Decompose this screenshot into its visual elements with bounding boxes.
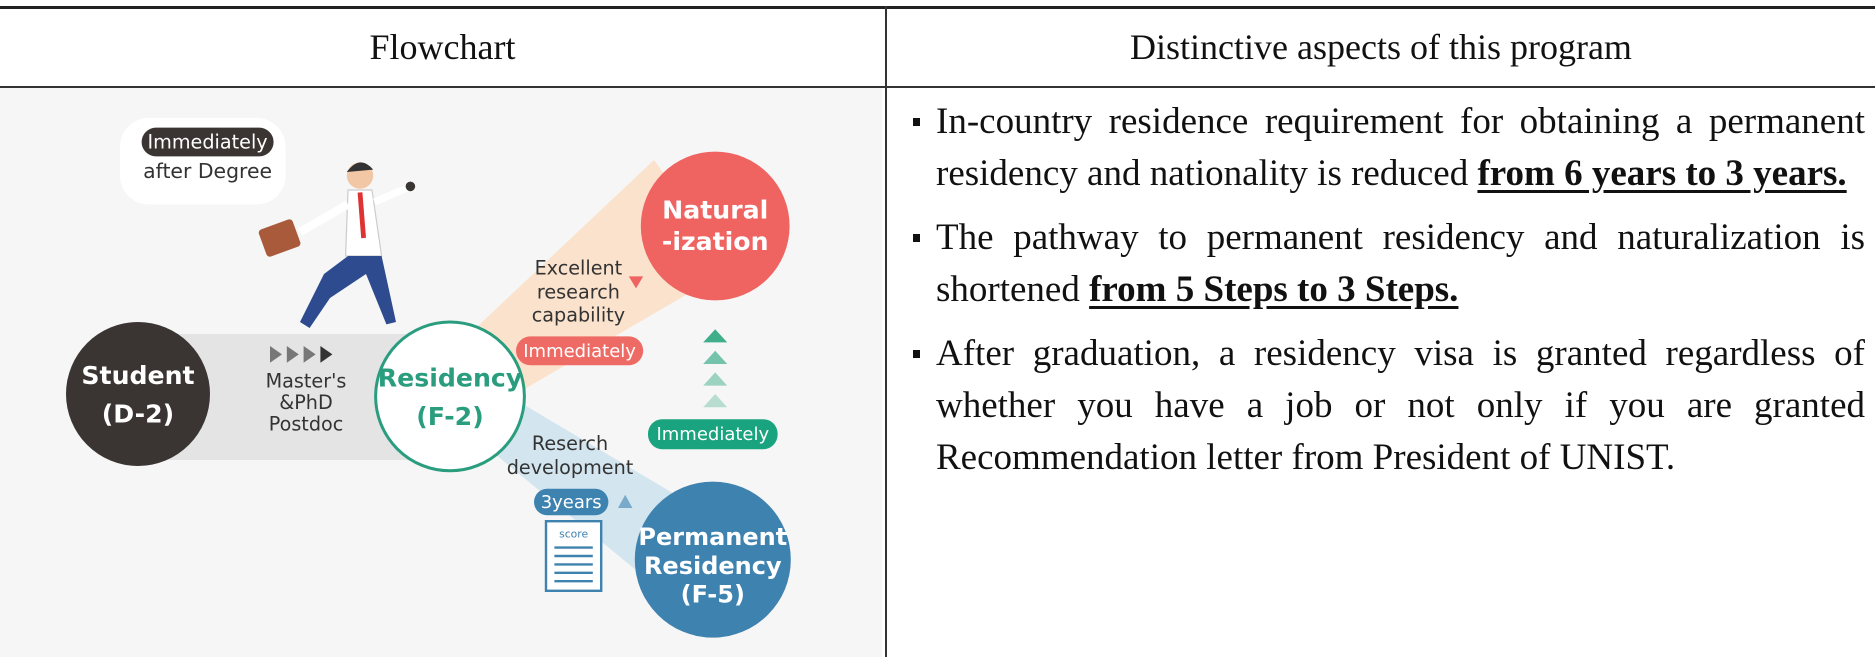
label: research [537, 281, 620, 304]
node [640, 151, 790, 301]
node [66, 322, 210, 466]
label: Immediately [523, 341, 636, 362]
label: capability [532, 304, 625, 327]
label: Postdoc [269, 413, 344, 436]
header: Distinctive aspects of this program [1130, 27, 1632, 67]
arrows [270, 346, 333, 363]
label: 3years [541, 492, 602, 513]
label: Residency [378, 364, 523, 393]
label: Immediately [656, 424, 769, 445]
aspect: The pathway to permanent residency and n… [910, 212, 1865, 316]
label: Excellent [535, 257, 623, 280]
label: -ization [662, 227, 769, 256]
label: Residency [644, 552, 782, 580]
flowchart: Immediately after Degree Student (D-2) M… [0, 88, 882, 657]
arrows [703, 329, 728, 408]
pill [648, 419, 778, 450]
text: The pathway to permanent residency and n… [936, 217, 1865, 310]
aspect-list: In-country residence requirement for obt… [910, 96, 1865, 496]
label: (D-2) [102, 400, 174, 429]
label: (F-5) [681, 581, 745, 609]
label: development [507, 456, 634, 479]
label: score [559, 527, 588, 540]
document-lines [554, 546, 593, 583]
aspect: In-country residence requirement for obt… [910, 96, 1865, 200]
label: (F-2) [416, 402, 483, 431]
label: Reserch [532, 432, 608, 455]
rule [885, 6, 887, 657]
aspect: After graduation, a residency visa is gr… [910, 328, 1865, 484]
runner [258, 162, 416, 328]
pill [516, 336, 644, 366]
pill [534, 488, 609, 516]
label: Master's [266, 369, 347, 392]
label: Immediately [148, 131, 268, 154]
label: Permanent [638, 523, 787, 551]
rule [0, 86, 1875, 88]
text: In-country residence requirement for obt… [936, 101, 1865, 194]
label: after Degree [143, 159, 272, 183]
emphasis: from 5 Steps to 3 Steps. [1089, 269, 1459, 310]
pill [141, 127, 274, 157]
arrow [618, 494, 633, 508]
header: Flowchart [369, 27, 516, 67]
label: &PhD [279, 391, 332, 414]
label: Natural [662, 196, 768, 225]
label: Student [81, 361, 194, 390]
emphasis: from 6 years to 3 years. [1477, 153, 1847, 194]
node [374, 320, 526, 473]
arrow [628, 276, 644, 289]
node [634, 481, 791, 638]
text: After graduation, a residency visa is gr… [936, 333, 1865, 478]
rule [0, 6, 1875, 9]
